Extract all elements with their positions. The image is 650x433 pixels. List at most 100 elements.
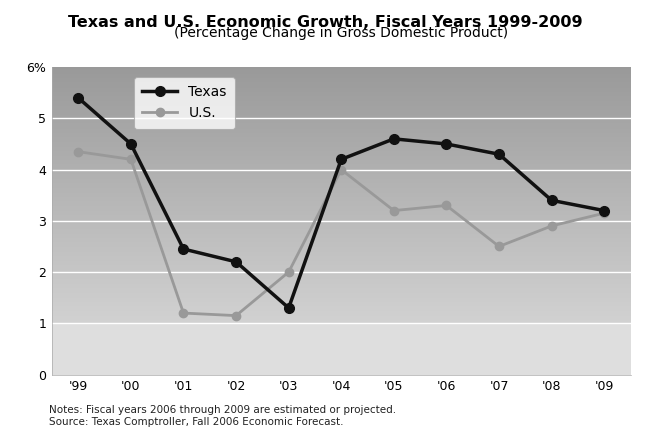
Bar bbox=[52, 321, 630, 322]
Bar bbox=[52, 274, 630, 275]
Bar bbox=[52, 192, 630, 193]
Bar bbox=[52, 175, 630, 176]
Bar bbox=[52, 306, 630, 307]
Bar bbox=[52, 96, 630, 97]
Bar bbox=[52, 266, 630, 267]
Bar bbox=[52, 300, 630, 301]
Bar bbox=[52, 181, 630, 182]
Bar bbox=[52, 103, 630, 104]
Bar bbox=[52, 202, 630, 203]
Bar bbox=[52, 136, 630, 137]
Bar bbox=[52, 226, 630, 227]
Bar bbox=[52, 119, 630, 120]
Bar bbox=[52, 168, 630, 169]
Bar bbox=[52, 228, 630, 229]
Bar bbox=[52, 144, 630, 145]
Bar bbox=[52, 257, 630, 258]
Bar bbox=[52, 271, 630, 272]
Bar bbox=[52, 261, 630, 262]
Bar bbox=[52, 245, 630, 246]
Bar bbox=[52, 133, 630, 134]
Bar bbox=[52, 282, 630, 283]
Bar bbox=[52, 298, 630, 299]
Bar bbox=[52, 140, 630, 141]
Bar bbox=[52, 117, 630, 118]
Bar bbox=[52, 312, 630, 313]
Bar bbox=[52, 287, 630, 288]
Bar bbox=[52, 255, 630, 256]
Bar bbox=[52, 307, 630, 308]
Bar bbox=[52, 316, 630, 317]
Bar bbox=[52, 201, 630, 202]
Bar bbox=[52, 95, 630, 96]
Bar bbox=[52, 293, 630, 294]
Bar bbox=[52, 73, 630, 74]
Bar bbox=[52, 208, 630, 209]
Bar bbox=[52, 70, 630, 71]
Bar bbox=[52, 177, 630, 178]
Bar bbox=[52, 75, 630, 76]
Bar bbox=[52, 109, 630, 110]
Bar bbox=[52, 86, 630, 87]
Bar bbox=[52, 155, 630, 156]
Bar bbox=[52, 204, 630, 205]
Bar bbox=[52, 164, 630, 165]
Bar bbox=[52, 134, 630, 135]
Bar bbox=[52, 225, 630, 226]
Bar bbox=[52, 93, 630, 94]
Bar bbox=[52, 151, 630, 152]
Bar bbox=[52, 281, 630, 282]
Bar bbox=[52, 111, 630, 112]
Bar bbox=[52, 237, 630, 238]
Bar bbox=[52, 84, 630, 85]
Bar bbox=[52, 256, 630, 257]
Bar bbox=[52, 215, 630, 216]
Bar bbox=[52, 273, 630, 274]
Bar bbox=[52, 138, 630, 139]
Bar bbox=[52, 224, 630, 225]
Bar bbox=[52, 110, 630, 111]
Bar bbox=[52, 268, 630, 269]
Bar bbox=[52, 173, 630, 174]
Bar bbox=[52, 188, 630, 189]
Bar bbox=[52, 294, 630, 295]
Bar bbox=[52, 152, 630, 153]
Bar bbox=[52, 131, 630, 132]
Bar bbox=[52, 275, 630, 276]
Bar bbox=[52, 72, 630, 73]
Bar bbox=[52, 288, 630, 289]
Bar bbox=[52, 122, 630, 123]
Bar bbox=[52, 179, 630, 180]
Bar bbox=[52, 185, 630, 186]
Bar bbox=[52, 87, 630, 88]
Bar bbox=[52, 100, 630, 101]
Bar bbox=[52, 150, 630, 151]
Bar bbox=[52, 147, 630, 148]
Bar bbox=[52, 286, 630, 287]
Bar bbox=[52, 145, 630, 146]
Bar bbox=[52, 227, 630, 228]
Bar bbox=[52, 231, 630, 232]
Bar bbox=[52, 299, 630, 300]
Bar bbox=[52, 83, 630, 84]
Bar bbox=[52, 313, 630, 314]
Bar bbox=[52, 191, 630, 192]
Bar bbox=[52, 171, 630, 172]
Bar bbox=[52, 82, 630, 83]
Bar bbox=[52, 167, 630, 168]
Bar bbox=[52, 78, 630, 79]
Bar bbox=[52, 216, 630, 217]
Bar bbox=[52, 157, 630, 158]
Bar bbox=[52, 264, 630, 265]
Bar bbox=[52, 291, 630, 292]
Bar bbox=[52, 69, 630, 70]
Bar bbox=[52, 219, 630, 220]
Bar bbox=[52, 301, 630, 302]
Bar bbox=[52, 90, 630, 91]
Bar bbox=[52, 180, 630, 181]
Bar bbox=[52, 108, 630, 109]
Bar bbox=[52, 106, 630, 107]
Bar bbox=[52, 251, 630, 252]
Bar bbox=[52, 159, 630, 160]
Bar bbox=[52, 77, 630, 78]
